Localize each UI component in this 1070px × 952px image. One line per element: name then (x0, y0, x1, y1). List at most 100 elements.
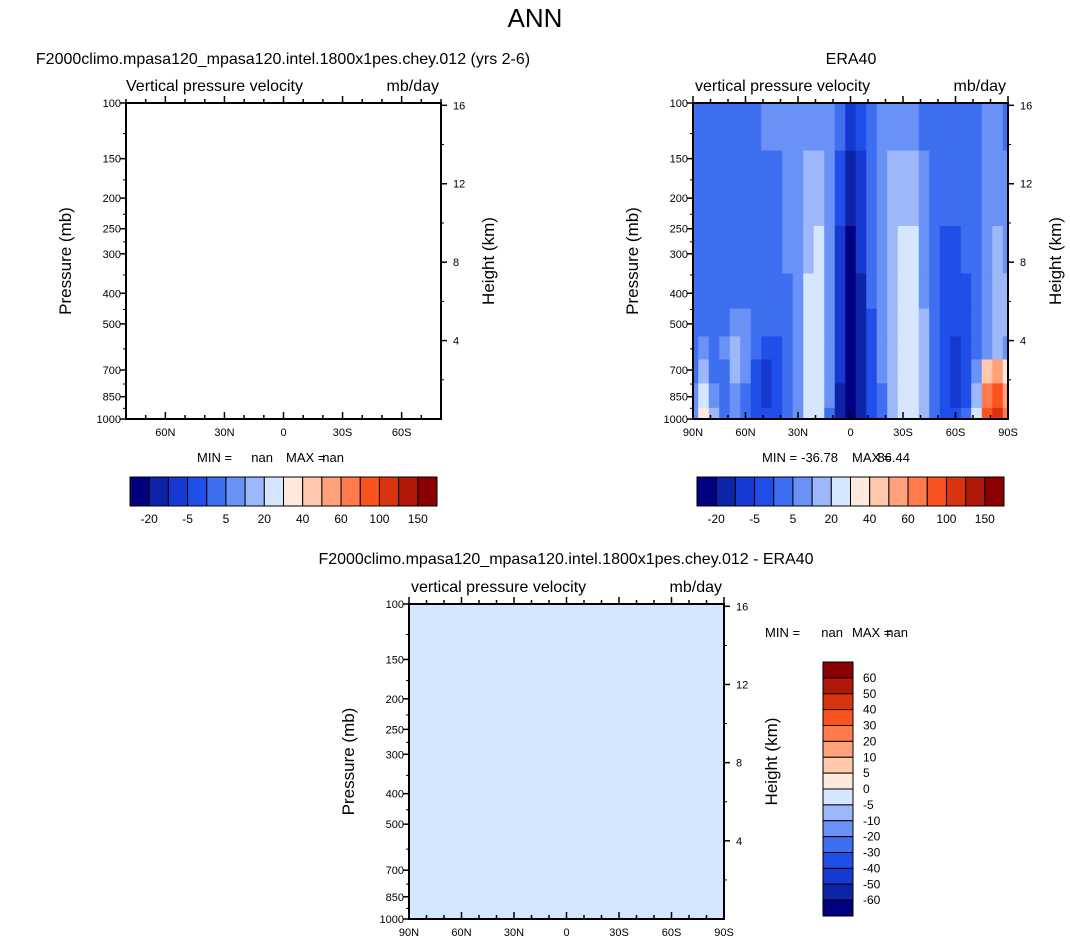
field-cell (971, 359, 983, 384)
field-cell (782, 383, 794, 409)
field-cell (782, 103, 794, 152)
field-cell (782, 336, 794, 361)
field-cell (950, 150, 962, 227)
colorbar-label: -5 (749, 512, 760, 526)
colorbar-label: 40 (863, 512, 877, 526)
colorbar-label: 20 (825, 512, 839, 526)
max-label: MAX = (286, 450, 325, 465)
colorbar-label: -60 (863, 893, 881, 907)
field-cell (740, 103, 752, 152)
y-tick-label: 200 (103, 193, 121, 205)
units-label: mb/day (954, 78, 1006, 95)
field-cell (887, 308, 899, 337)
field-cell (834, 225, 846, 275)
field-cell (1002, 383, 1009, 409)
field-cell (834, 150, 846, 227)
field-cell (887, 273, 899, 310)
field-cell (971, 273, 983, 310)
field-cell (866, 225, 878, 275)
field-cell (761, 336, 773, 361)
field-cell (855, 225, 867, 275)
field-cell (708, 359, 720, 384)
y-tick-label: 850 (386, 892, 404, 904)
field-cell (876, 383, 888, 409)
field-cell (771, 336, 783, 361)
y-tick-label: 700 (670, 365, 688, 377)
min-label: MIN = (762, 450, 797, 465)
colorbar-label: 5 (863, 766, 870, 780)
field-cell (813, 103, 825, 152)
field-cell (750, 407, 762, 420)
field-cell (918, 225, 930, 275)
colorbar-box (822, 820, 854, 838)
field-cell (1002, 103, 1009, 152)
field-cell (729, 273, 741, 310)
field-cell (729, 103, 741, 152)
field-cell (803, 383, 815, 409)
y-tick-label: 400 (670, 288, 688, 300)
y-tick-label: 100 (103, 98, 121, 110)
field-cell (897, 308, 909, 337)
field-cell (698, 273, 710, 310)
field-cell (792, 225, 804, 275)
field-cell (1002, 273, 1009, 310)
height-tick-label: 16 (736, 601, 748, 613)
field-cell (750, 150, 762, 227)
field-cell (918, 308, 930, 337)
field-cell (939, 225, 951, 275)
colorbar-label: -20 (141, 512, 159, 526)
field-cell (939, 359, 951, 384)
colorbar-label: 0 (863, 782, 870, 796)
colorbar-label: 30 (863, 719, 877, 733)
field-cell (740, 225, 752, 275)
field-cell (908, 150, 920, 227)
field-cell (792, 383, 804, 409)
field-cell (708, 103, 720, 152)
field-cell (866, 273, 878, 310)
field-cell (771, 273, 783, 310)
field-cell (845, 308, 857, 337)
height-tick-label: 4 (453, 336, 459, 348)
colorbar-label: -20 (863, 830, 881, 844)
field-cell (719, 336, 731, 361)
colorbar-label: -5 (863, 798, 874, 812)
x-tick-label: 90N (683, 427, 703, 439)
height-tick-label: 16 (453, 100, 465, 112)
field-cell (918, 383, 930, 409)
field-cell (992, 359, 1004, 384)
field-cell (866, 103, 878, 152)
height-tick-label: 4 (736, 836, 742, 848)
field-cell (981, 225, 993, 275)
colorbar-box (822, 852, 854, 869)
field-cell (855, 383, 867, 409)
field-cell (929, 150, 941, 227)
field-cell (855, 150, 867, 227)
field-cell (729, 150, 741, 227)
y-tick-label: 850 (103, 392, 121, 404)
field-cell (981, 103, 993, 152)
field-cell (866, 308, 878, 337)
field-cell (740, 273, 752, 310)
field-cell (897, 336, 909, 361)
left-string: vertical pressure velocity (411, 579, 586, 596)
left-string: vertical pressure velocity (695, 78, 870, 95)
max-value: nan (322, 450, 344, 465)
field-cell (981, 150, 993, 227)
field-cell (813, 336, 825, 361)
field-cell (719, 225, 731, 275)
field-cell (761, 150, 773, 227)
field-cell (855, 407, 867, 420)
field-cell (782, 308, 794, 337)
colorbar-box (830, 476, 851, 507)
y-tick-label: 300 (103, 249, 121, 261)
field-cell (761, 383, 773, 409)
colorbar-box (822, 677, 854, 695)
height-tick-label: 8 (453, 257, 459, 269)
y-tick-label: 300 (670, 249, 688, 261)
field-cell (693, 359, 699, 384)
field-cell (855, 103, 867, 152)
field-cell (866, 336, 878, 361)
field-cell (824, 383, 836, 409)
max-label: MAX = (852, 450, 891, 465)
field-cell (950, 225, 962, 275)
